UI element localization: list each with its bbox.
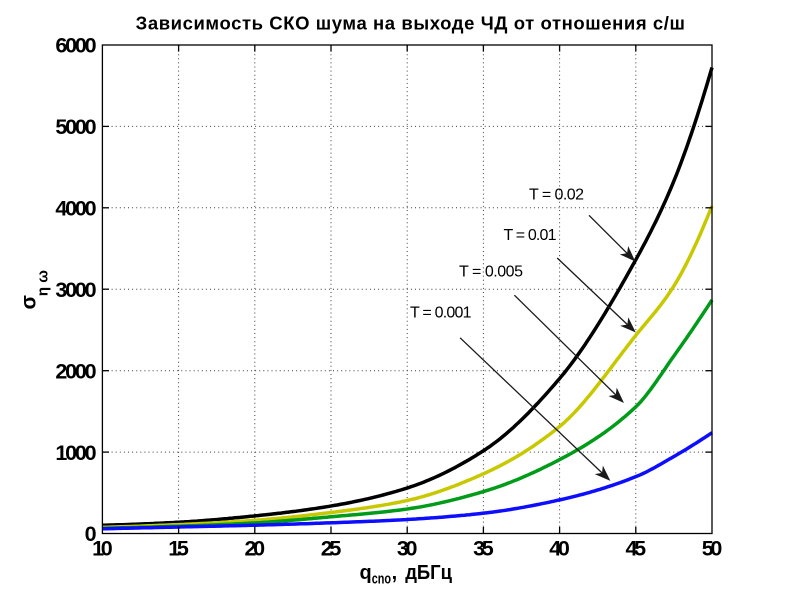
svg-text:0: 0 [85, 522, 97, 546]
svg-text:cno: cno [372, 571, 391, 588]
svg-text:T = 0.005: T = 0.005 [459, 264, 523, 281]
svg-text:2000: 2000 [55, 359, 96, 383]
svg-text:,: , [392, 562, 398, 584]
svg-text:45: 45 [626, 537, 647, 561]
svg-text:T = 0.02: T = 0.02 [529, 187, 584, 204]
svg-text:5000: 5000 [55, 115, 96, 139]
svg-text:30: 30 [397, 537, 418, 561]
svg-text:25: 25 [321, 537, 342, 561]
svg-text:6000: 6000 [55, 34, 96, 58]
svg-text:40: 40 [549, 537, 570, 561]
svg-text:T = 0.01: T = 0.01 [504, 227, 557, 244]
svg-text:4000: 4000 [55, 197, 96, 221]
svg-text:15: 15 [168, 537, 189, 561]
svg-text:10: 10 [92, 537, 113, 561]
svg-text:3000: 3000 [55, 278, 96, 302]
svg-text:50: 50 [702, 537, 723, 561]
svg-text:T = 0.001: T = 0.001 [410, 304, 472, 321]
svg-text:дБГц: дБГц [405, 562, 452, 584]
svg-text:1000: 1000 [55, 441, 96, 465]
svg-text:Зависимость СКО шума на выходе: Зависимость СКО шума на выходе ЧД от отн… [136, 12, 685, 33]
svg-text:ση ω: ση ω [18, 270, 52, 310]
svg-text:q: q [360, 562, 372, 584]
svg-text:20: 20 [245, 537, 266, 561]
svg-text:35: 35 [473, 537, 494, 561]
